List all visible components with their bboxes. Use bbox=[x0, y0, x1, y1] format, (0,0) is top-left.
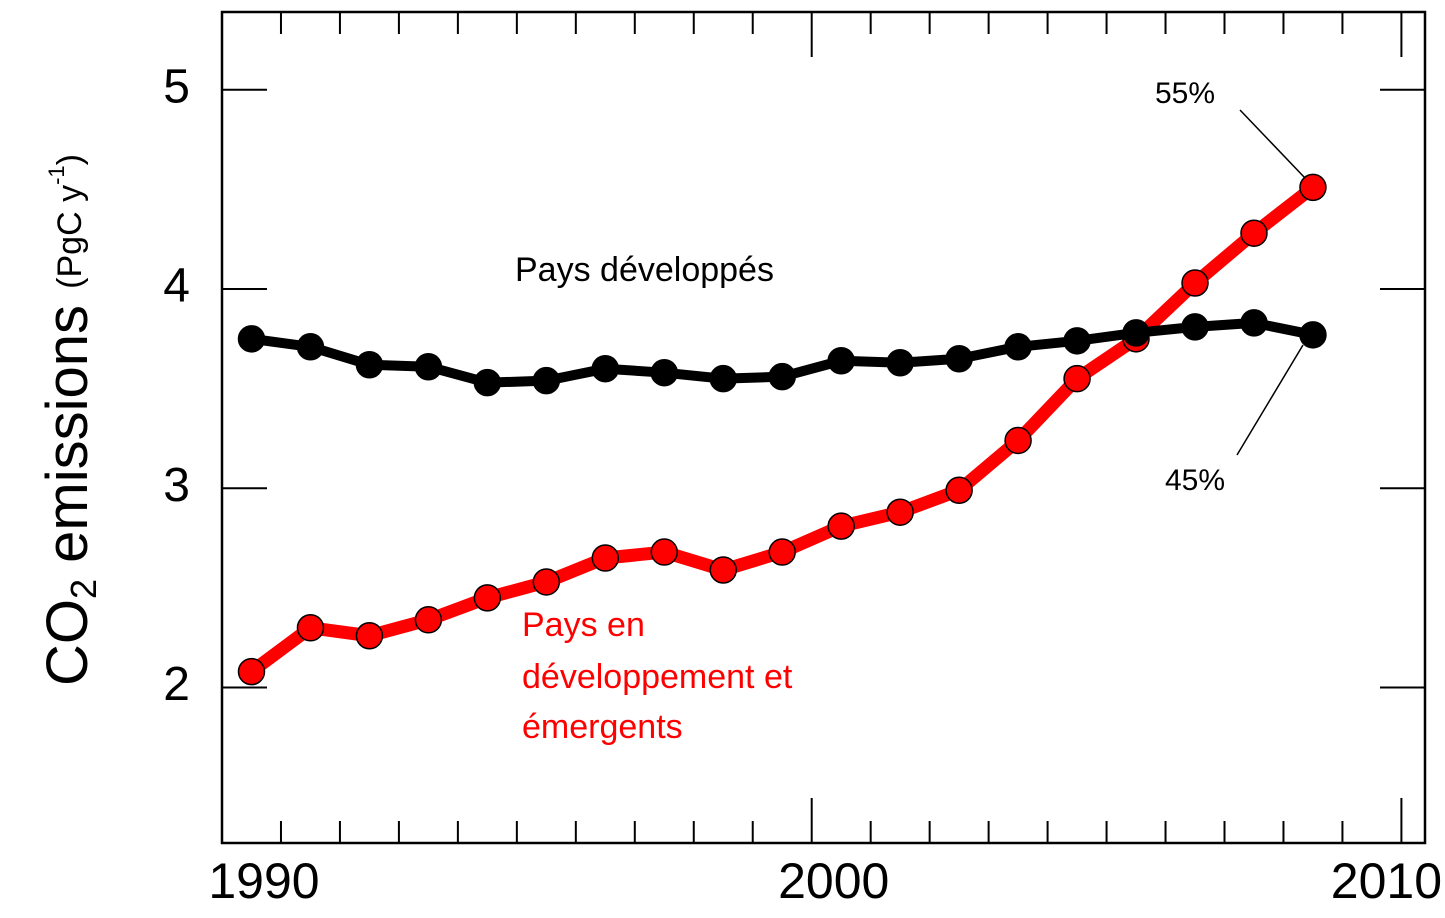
x-tick-label: 1990 bbox=[208, 853, 319, 909]
data-point bbox=[1299, 173, 1327, 202]
series-label: Pays développés bbox=[515, 251, 774, 289]
data-point bbox=[1004, 333, 1032, 361]
data-point bbox=[1240, 309, 1268, 337]
plot-frame bbox=[220, 10, 1427, 845]
data-point bbox=[1181, 269, 1209, 297]
y-label-part: emissions bbox=[35, 289, 100, 579]
y-label-part: CO bbox=[35, 599, 100, 686]
y-label-part: (PgC y bbox=[51, 185, 89, 289]
data-point bbox=[296, 333, 325, 361]
y-tick-label: 3 bbox=[163, 459, 190, 512]
data-point bbox=[1299, 321, 1327, 349]
data-point bbox=[709, 364, 737, 393]
series-label-line: développement et bbox=[522, 658, 793, 696]
data-point bbox=[414, 352, 443, 381]
data-point bbox=[827, 346, 855, 375]
data-point bbox=[355, 350, 384, 379]
x-tick-label: 2000 bbox=[778, 853, 889, 909]
data-point bbox=[650, 538, 679, 566]
data-point bbox=[768, 538, 796, 566]
data-point bbox=[886, 498, 914, 526]
y-label-sup: -1 bbox=[44, 165, 69, 185]
data-point bbox=[237, 657, 266, 686]
data-point bbox=[945, 344, 973, 373]
data-point bbox=[532, 568, 561, 596]
y-label-part: ) bbox=[51, 154, 89, 165]
series-label-line: émergents bbox=[522, 708, 683, 746]
data-point bbox=[1063, 364, 1091, 393]
y-axis-label: CO2 emissions (PgC y-1) bbox=[35, 154, 103, 686]
leader-line bbox=[1239, 109, 1306, 179]
data-point bbox=[473, 584, 502, 612]
data-point bbox=[945, 476, 973, 505]
data-point bbox=[768, 362, 796, 391]
data-point bbox=[473, 368, 502, 397]
leader-line bbox=[1236, 344, 1304, 456]
x-tick-label: 2010 bbox=[1331, 853, 1442, 909]
data-point bbox=[532, 366, 561, 395]
data-point bbox=[1004, 426, 1032, 455]
data-point bbox=[591, 544, 620, 572]
data-point bbox=[709, 556, 737, 584]
data-point bbox=[1122, 319, 1150, 347]
data-point bbox=[886, 348, 914, 377]
data-point bbox=[591, 354, 620, 383]
series-label-line: Pays en bbox=[522, 606, 645, 644]
y-tick-label: 5 bbox=[163, 60, 190, 113]
series-line bbox=[247, 182, 1317, 677]
data-point bbox=[827, 512, 855, 540]
data-point bbox=[355, 621, 384, 650]
data-point bbox=[650, 358, 679, 387]
data-point bbox=[296, 614, 325, 642]
data-point bbox=[1063, 327, 1091, 355]
series-label: Pays en développement et émergents bbox=[522, 606, 802, 746]
y-tick-label: 2 bbox=[163, 658, 190, 711]
annotation: 55% bbox=[1155, 77, 1215, 110]
data-point bbox=[1181, 313, 1209, 341]
y-label-sub: 2 bbox=[63, 579, 104, 599]
y-tick-label: 4 bbox=[163, 260, 190, 313]
data-point bbox=[414, 606, 443, 634]
annotation: 45% bbox=[1165, 464, 1225, 497]
data-point bbox=[1240, 219, 1268, 247]
data-point bbox=[237, 325, 266, 353]
